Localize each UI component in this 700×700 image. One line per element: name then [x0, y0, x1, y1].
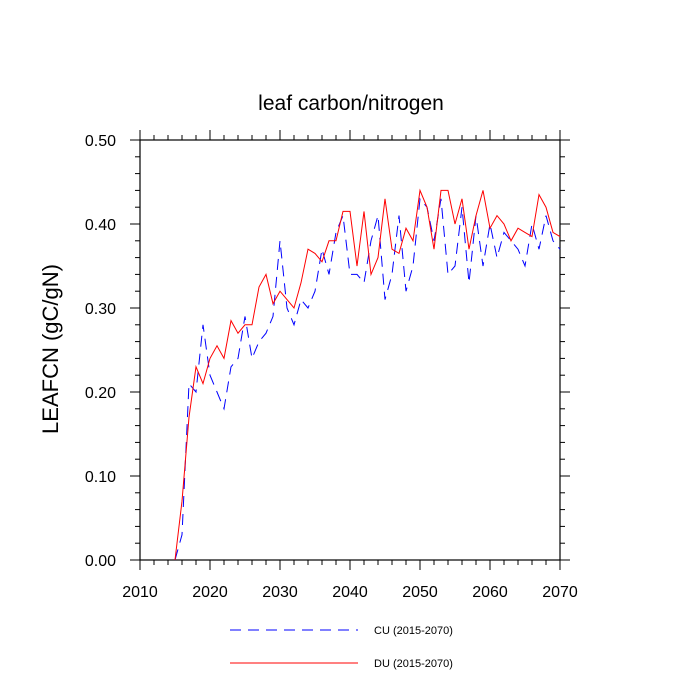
chart-title: leaf carbon/nitrogen	[258, 92, 444, 115]
x-tick-label: 2040	[332, 584, 368, 601]
y-tick-label: 0.20	[85, 385, 116, 402]
x-tick-label: 2030	[262, 584, 298, 601]
plot-frame	[139, 139, 561, 561]
legend-label-du: DU (2015-2070)	[374, 658, 453, 670]
x-tick-label: 2010	[122, 584, 158, 601]
y-axis-title: LEAFCN (gC/gN)	[38, 264, 63, 434]
y-tick-label: 0.10	[85, 469, 116, 486]
y-tick-label: 0.00	[85, 553, 116, 570]
x-tick-label: 2060	[472, 584, 508, 601]
x-tick-label: 2050	[402, 584, 438, 601]
y-tick-label: 0.30	[85, 301, 116, 318]
x-tick-label: 2020	[192, 584, 228, 601]
x-tick-labels: 2010 2020 2030 2040 2050 2060 2070	[122, 584, 578, 601]
y-tick-label: 0.40	[85, 217, 116, 234]
legend: CU (2015-2070) DU (2015-2070)	[230, 625, 453, 670]
y-tick-label: 0.50	[85, 133, 116, 150]
major-ticks	[130, 130, 570, 570]
minor-ticks	[135, 135, 565, 565]
series-line-du	[174, 188, 561, 561]
x-tick-label: 2070	[542, 584, 578, 601]
legend-label-cu: CU (2015-2070)	[374, 625, 453, 637]
y-tick-labels: 0.00 0.10 0.20 0.30 0.40 0.50	[85, 133, 116, 570]
series-line-cu	[174, 197, 561, 561]
series-layer	[174, 188, 561, 561]
